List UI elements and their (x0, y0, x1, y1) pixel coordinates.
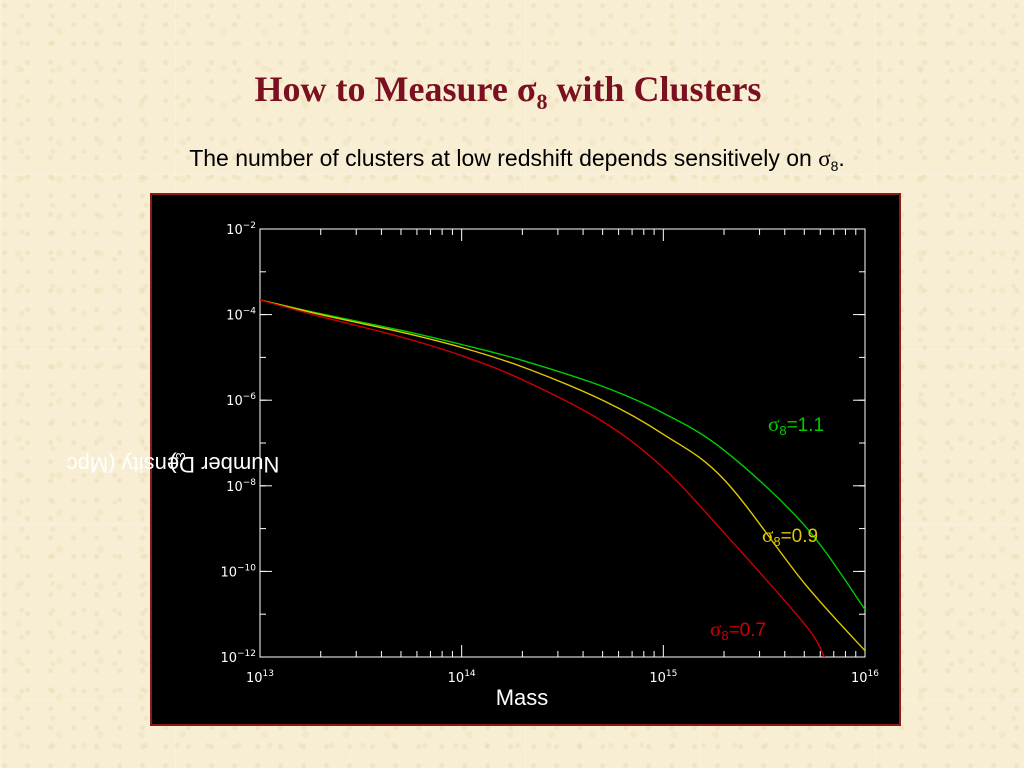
plot-frame: 1013 1014 1015 1016 10−12 10−10 10−8 10−6 10−4 10… (150, 193, 901, 726)
series-label-symbol: σ (710, 617, 722, 641)
mass-function-chart: 1013 1014 1015 1016 10−12 10−10 10−8 10−6 10−4 10… (220, 221, 879, 686)
x-tick-label: 1015 (649, 669, 677, 686)
subtitle-sigma-symbol: σ (818, 146, 831, 171)
series-label-symbol: σ (768, 412, 780, 436)
series-label-value: =0.9 (780, 526, 819, 547)
y-tick-label: 10−2 (226, 221, 256, 238)
y-tick-label: 10−6 (226, 392, 256, 409)
y-tick-label: 10−8 (226, 478, 256, 495)
series-label-value: =0.7 (728, 620, 767, 641)
x-tick-label: 1014 (448, 669, 476, 686)
subtitle-prefix: The number of clusters at low redshift d… (189, 145, 819, 171)
x-tick-label: 1013 (246, 669, 274, 686)
series-line-0 (260, 299, 865, 610)
title-sigma-symbol: σ (516, 69, 537, 109)
x-tick-label: 1016 (851, 669, 879, 686)
slide-subtitle: The number of clusters at low redshift d… (0, 145, 1024, 174)
subtitle-sigma-subscript: 8 (830, 158, 839, 174)
x-axis-label: Mass (495, 685, 549, 710)
slide-title: How to Measure σ8 with Clusters (0, 68, 1016, 115)
series-label-sigma-0-7: σ8=0.7 (710, 617, 766, 643)
plot-area-border (259, 228, 866, 658)
title-suffix: with Clusters (547, 69, 762, 109)
series-label-sigma-1-1: σ8=1.1 (768, 412, 824, 438)
series-label-subscript: 8 (773, 534, 781, 549)
series-label-symbol: σ (762, 523, 774, 547)
series-label-subscript: 8 (779, 423, 787, 438)
y-tick-label: 10−10 (220, 563, 256, 580)
title-prefix: How to Measure (254, 69, 517, 109)
series-line-2 (260, 299, 826, 657)
series-label-sigma-0-9: σ8=0.9 (762, 523, 818, 549)
y-axis-label-end: ) (169, 451, 177, 477)
subtitle-suffix: . (838, 145, 845, 171)
series-label-subscript: 8 (721, 628, 729, 643)
title-sigma-subscript: 8 (536, 89, 548, 114)
y-tick-label: 10−4 (226, 307, 256, 324)
y-tick-label: 10−12 (220, 649, 256, 666)
series-label-value: =1.1 (786, 415, 825, 436)
series-line-1 (260, 299, 865, 652)
